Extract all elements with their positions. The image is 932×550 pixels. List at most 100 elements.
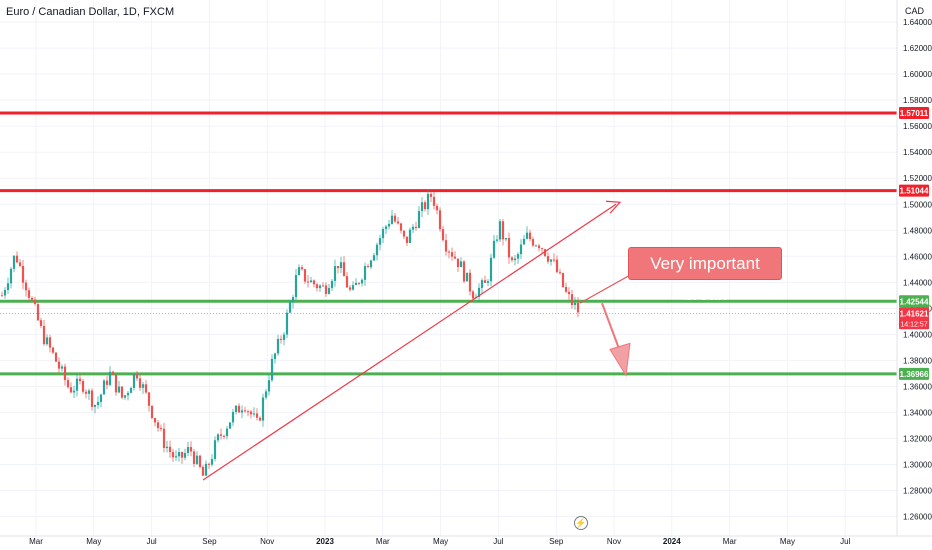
candle-body — [336, 266, 340, 269]
candle-body — [255, 413, 259, 418]
candle-body — [132, 373, 136, 388]
candle-body — [345, 276, 349, 288]
candle-body — [363, 266, 367, 280]
x-tick-label: May — [86, 537, 101, 546]
y-tick-label: 1.36000 — [903, 382, 932, 391]
candle-body — [99, 394, 103, 402]
x-tick-label: Nov — [260, 537, 274, 546]
candle-body — [66, 380, 70, 388]
candle-body — [492, 240, 496, 258]
candle-body — [306, 281, 310, 283]
candle-body — [243, 410, 247, 412]
candle-body — [258, 417, 262, 421]
candle-body — [108, 371, 112, 385]
candle-body — [282, 334, 286, 340]
candle-body — [87, 390, 91, 394]
y-tick-label: 1.44000 — [903, 278, 932, 287]
candle-body — [330, 280, 334, 289]
candle-body — [300, 267, 304, 270]
clock-icon[interactable]: ⚡ — [574, 516, 588, 530]
candle-body — [570, 294, 574, 305]
candle-body — [498, 221, 502, 240]
candle-body — [219, 434, 223, 436]
candle-body — [30, 297, 34, 300]
candle-body — [378, 238, 382, 245]
candle-body — [495, 239, 499, 241]
level-badge-label: 1.51044 — [900, 187, 929, 196]
candle-body — [396, 221, 400, 224]
y-tick-label: 1.60000 — [903, 70, 932, 79]
candle-body — [516, 254, 520, 259]
candle-body — [114, 374, 118, 393]
candle-body — [57, 361, 61, 369]
candle-body — [480, 280, 484, 288]
candle-body — [180, 452, 184, 458]
x-tick-label: Sep — [549, 537, 564, 546]
time-axis[interactable]: Mar May Jul Sep Nov 2023 Mar May Jul Sep Nov 2024 Ma… — [29, 537, 850, 546]
current-price-label: 1.41621 — [900, 309, 929, 318]
candle-body — [285, 312, 289, 335]
y-tick-label: 1.40000 — [903, 330, 932, 339]
candle-body — [438, 210, 442, 230]
x-tick-label: Jul — [493, 537, 503, 546]
candle-body — [111, 371, 115, 375]
x-tick-label: Jul — [146, 537, 156, 546]
candle-body — [528, 232, 532, 240]
candle-body — [246, 411, 250, 413]
candle-body — [228, 422, 232, 429]
candle-body — [96, 401, 100, 406]
candle-body — [573, 302, 577, 305]
y-tick-label: 1.28000 — [903, 486, 932, 495]
candle-body — [117, 386, 121, 393]
candle-body — [531, 239, 535, 246]
candle-body — [165, 446, 169, 449]
candle-body — [507, 237, 511, 258]
candle-body — [504, 237, 508, 240]
candle-body — [102, 380, 106, 395]
candle-body — [189, 447, 193, 452]
currency-label: CAD — [904, 6, 924, 16]
level-badge — [899, 107, 929, 120]
candle-body — [522, 238, 526, 245]
candle-body — [369, 260, 373, 268]
candle-body — [324, 285, 328, 294]
x-tick-label: Sep — [202, 537, 217, 546]
candle-body — [375, 244, 379, 256]
price-axis[interactable]: 1.64000 1.62000 1.60000 1.58000 1.56000 1.540… — [903, 18, 932, 521]
candle-body — [459, 261, 463, 268]
y-tick-label: 1.62000 — [903, 44, 932, 53]
projection-arrow-head — [609, 342, 631, 377]
candle-body — [354, 282, 358, 286]
candle-body — [12, 255, 16, 269]
horizontal-levels — [0, 111, 897, 376]
candle-body — [315, 284, 319, 289]
candle-body — [318, 285, 322, 289]
candle-body — [78, 378, 82, 381]
candle-body — [93, 405, 97, 407]
candle-body — [537, 245, 541, 249]
candle-body — [261, 397, 265, 421]
candle-body — [393, 215, 397, 222]
candle-body — [558, 272, 562, 274]
callout-pointer — [579, 273, 633, 304]
candle-body — [216, 434, 220, 441]
candle-body — [210, 458, 214, 465]
candle-body — [126, 392, 130, 396]
trendline — [202, 203, 617, 481]
y-tick-label: 1.54000 — [903, 148, 932, 157]
candle-body — [540, 248, 544, 250]
candle-body — [252, 413, 256, 415]
candle-body — [348, 287, 352, 290]
candle-body — [339, 262, 343, 269]
candle-body — [147, 392, 151, 406]
candle-body — [45, 337, 49, 345]
candle-body — [309, 280, 313, 283]
candle-body — [159, 428, 163, 430]
candle-body — [120, 386, 124, 398]
trend-drawings — [202, 200, 633, 481]
candle-body — [162, 428, 166, 449]
annotation-callout[interactable]: Very important break — [628, 247, 782, 304]
candle-body — [456, 258, 460, 268]
candle-body — [48, 337, 52, 348]
